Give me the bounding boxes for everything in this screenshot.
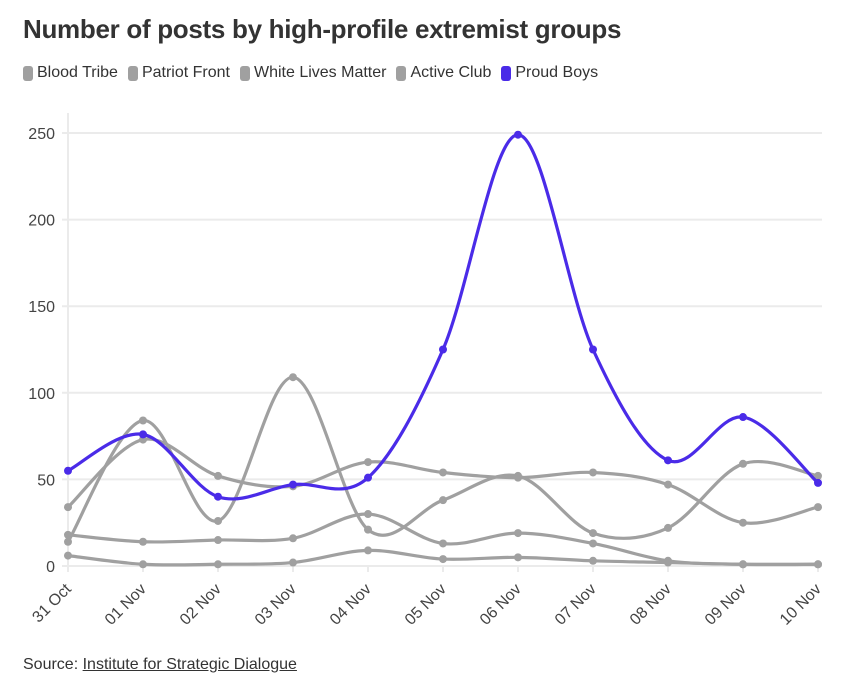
line-proud-boys	[66, 133, 820, 501]
legend-item-patriot-front[interactable]: Patriot Front	[127, 64, 230, 82]
data-point	[139, 430, 147, 439]
y-tick-label: 250	[28, 126, 55, 143]
data-point	[514, 529, 522, 538]
line-patriot-front	[66, 375, 820, 544]
legend-label: Proud Boys	[515, 64, 599, 81]
x-tick-label: 08 Nov	[627, 581, 675, 629]
data-point	[364, 510, 372, 519]
legend-swatch	[501, 65, 512, 81]
data-point	[439, 468, 447, 477]
legend-label: White Lives Matter	[253, 64, 387, 81]
legend-swatch	[127, 65, 138, 81]
data-point	[364, 546, 372, 555]
legend-label: Patriot Front	[141, 64, 230, 81]
x-tick-label: 04 Nov	[327, 581, 375, 629]
line-blood-tribe	[66, 437, 820, 525]
legend-swatch	[396, 65, 407, 81]
legend-item-active-club[interactable]: Active Club	[396, 64, 491, 82]
x-tick-label: 31 Oct	[29, 580, 75, 626]
x-tick-label: 01 Nov	[102, 581, 150, 629]
y-tick-label: 200	[28, 213, 55, 230]
series-patriot-front	[64, 373, 822, 546]
data-point	[739, 560, 747, 569]
data-point	[139, 537, 147, 546]
data-point	[589, 468, 597, 477]
x-tick-label: 06 Nov	[477, 581, 525, 629]
data-point	[514, 553, 522, 562]
data-point	[289, 558, 297, 567]
data-point	[364, 473, 372, 482]
x-tick-label: 10 Nov	[777, 581, 825, 629]
data-point	[664, 480, 672, 489]
data-point	[139, 416, 147, 425]
data-point	[214, 560, 222, 569]
data-point	[64, 530, 72, 539]
data-point	[589, 529, 597, 538]
data-point	[664, 456, 672, 465]
data-point	[64, 537, 72, 546]
data-point	[139, 560, 147, 569]
data-point	[514, 130, 522, 139]
data-point	[64, 551, 72, 560]
data-point	[214, 536, 222, 545]
source-link[interactable]: Institute for Strategic Dialogue	[82, 656, 297, 673]
series-active-club	[64, 546, 822, 569]
data-point	[439, 345, 447, 354]
data-point	[814, 560, 822, 569]
legend-label: Active Club	[410, 64, 492, 81]
legend-item-white-lives-matter[interactable]: White Lives Matter	[239, 64, 387, 82]
data-point	[214, 492, 222, 501]
data-point	[814, 471, 822, 480]
chart-title: Number of posts by high-profile extremis…	[23, 14, 622, 44]
data-point	[589, 539, 597, 548]
y-tick-label: 150	[28, 299, 55, 316]
legend-item-proud-boys[interactable]: Proud Boys	[501, 64, 598, 82]
data-point	[64, 466, 72, 475]
data-point	[814, 478, 822, 487]
series-blood-tribe	[64, 435, 822, 527]
x-tick-label: 05 Nov	[402, 581, 450, 629]
y-tick-label: 0	[46, 559, 55, 576]
data-point	[364, 458, 372, 467]
data-point	[514, 471, 522, 480]
legend-swatch	[239, 65, 250, 81]
x-tick-label: 03 Nov	[252, 581, 300, 629]
data-point	[739, 518, 747, 527]
data-point	[439, 496, 447, 505]
y-tick-label: 100	[28, 386, 55, 403]
legend: Blood Tribe Patriot Front White Lives Ma…	[23, 64, 598, 82]
data-point	[214, 516, 222, 525]
data-point	[214, 471, 222, 480]
data-point	[664, 523, 672, 532]
data-point	[589, 345, 597, 354]
x-axis: 31 Oct 01 Nov 02 Nov 03 Nov 04 Nov 05 Nov 06 N…	[29, 566, 825, 629]
source-prefix: Source:	[23, 656, 83, 673]
data-point	[289, 480, 297, 489]
x-tick-label: 02 Nov	[177, 581, 225, 629]
x-tick-label: 09 Nov	[702, 581, 750, 629]
data-point	[289, 373, 297, 382]
series-proud-boys	[64, 130, 822, 501]
legend-item-blood-tribe[interactable]: Blood Tribe	[23, 64, 118, 82]
data-point	[64, 503, 72, 512]
data-point	[739, 459, 747, 468]
data-point	[814, 503, 822, 512]
source-note: Source: Institute for Strategic Dialogue	[23, 656, 297, 674]
data-point	[739, 413, 747, 422]
y-axis: 0 50 100 150 200 250	[28, 126, 55, 576]
data-point	[289, 534, 297, 543]
legend-label: Blood Tribe	[37, 64, 118, 81]
data-point	[364, 525, 372, 534]
data-point	[439, 555, 447, 564]
y-tick-label: 50	[37, 472, 55, 489]
data-point	[589, 556, 597, 565]
data-point	[664, 558, 672, 567]
data-point	[439, 539, 447, 548]
x-tick-label: 07 Nov	[552, 581, 600, 629]
legend-swatch	[23, 65, 33, 81]
series-lines	[64, 130, 822, 569]
